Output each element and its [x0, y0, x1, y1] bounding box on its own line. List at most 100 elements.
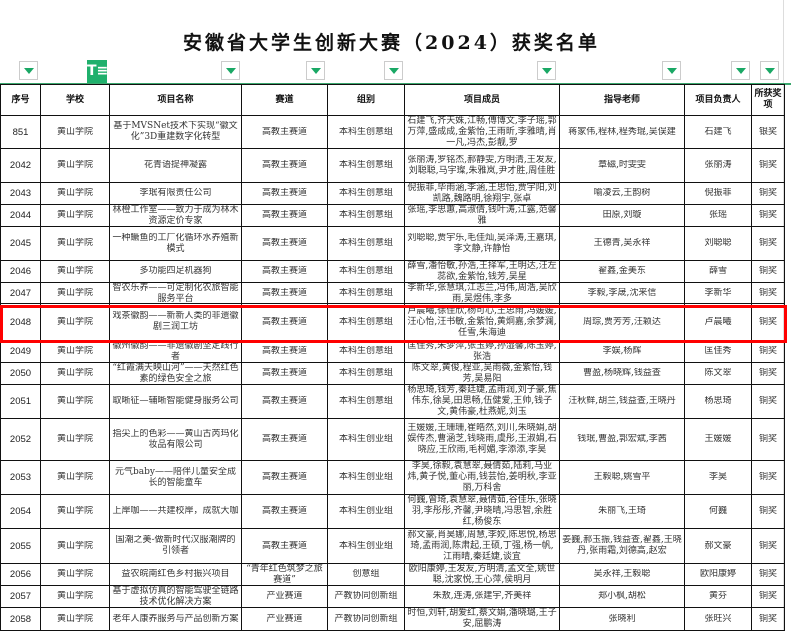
cell-track[interactable]: 高教主赛道: [241, 182, 328, 205]
cell-leader[interactable]: 王媛媛: [684, 418, 752, 461]
cell-seq[interactable]: 2057: [0, 585, 41, 608]
cell-project-name[interactable]: 林橙工作室——致力于成为林木资源定价专家: [109, 204, 242, 227]
cell-seq[interactable]: 2045: [0, 226, 41, 261]
table-row[interactable]: 2045 黄山学院 一种鳜鱼的工厂化循环水养殖新模式 高教主赛道 本科生创意组 刘聪聪,贾…: [0, 226, 785, 261]
cell-project-name[interactable]: 国潮之美-做新时代汉服潮牌的引领者: [109, 528, 242, 564]
cell-members[interactable]: 石建飞,齐天姝,江畅,傅博文,李子瑶,郭万萍,盛成成,金紫怡,王雨昕,李雅晴,肖…: [404, 115, 560, 149]
cell-project-name[interactable]: 多功能四足机器狗: [109, 260, 242, 283]
column-header-leader[interactable]: 项目负责人: [684, 84, 752, 116]
cell-leader[interactable]: 陈文翠: [684, 362, 752, 385]
cell-school[interactable]: 黄山学院: [40, 303, 110, 341]
cell-advisors[interactable]: 姜巍,郝玉振,钱益查,翟鑫,王晓丹,张雨霜,刘德高,赵宏: [559, 528, 685, 564]
cell-seq[interactable]: 2042: [0, 148, 41, 183]
cell-group[interactable]: 本科生创意组: [327, 303, 405, 341]
cell-award[interactable]: 铜奖: [751, 418, 785, 461]
cell-school[interactable]: 黄山学院: [40, 340, 110, 363]
cell-group[interactable]: 本科生创意组: [327, 204, 405, 227]
cell-project-name[interactable]: 益农皖南红色乡村振兴项目: [109, 563, 242, 586]
table-row[interactable]: 2057 黄山学院 基于虚拟仿真的智能驾驶全链路技术优化解决方案 产业赛道 产教协同创新…: [0, 585, 785, 608]
cell-advisors[interactable]: 李毅,李晟,沈来信: [559, 282, 685, 304]
cell-project-name[interactable]: 老年人康养服务与产品创新方案: [109, 607, 242, 631]
cell-seq[interactable]: 2056: [0, 563, 41, 586]
table-row[interactable]: 2054 黄山学院 上岸咖——共建校岸，成就大咖 高教主赛道 本科生创业组 何巍,曾琦,袁…: [0, 494, 785, 529]
cell-project-name[interactable]: 智农乐养——可定制化农旅智能服务平台: [109, 282, 242, 304]
cell-advisors[interactable]: 吴永祥,王毅聪: [559, 563, 685, 586]
cell-seq[interactable]: 2044: [0, 204, 41, 227]
column-header-group[interactable]: 组别: [327, 84, 405, 116]
cell-project-name[interactable]: 基于虚拟仿真的智能驾驶全链路技术优化解决方案: [109, 585, 242, 608]
table-row[interactable]: 2056 黄山学院 益农皖南红色乡村振兴项目 “青年红色筑梦之旅赛道” 创意组 欧阳康婷,…: [0, 563, 785, 586]
cell-advisors[interactable]: 朱丽飞,王琦: [559, 494, 685, 529]
cell-advisors[interactable]: 翟鑫,金美东: [559, 260, 685, 283]
cell-school[interactable]: 黄山学院: [40, 585, 110, 608]
table-row[interactable]: 2052 黄山学院 指尖上的色彩——黄山古芮玛化妆品有限公司 高教主赛道 本科生创业组 王…: [0, 418, 785, 461]
cell-track[interactable]: 高教主赛道: [241, 460, 328, 495]
cell-track[interactable]: 高教主赛道: [241, 384, 328, 419]
cell-group[interactable]: 创意组: [327, 563, 405, 586]
cell-advisors[interactable]: 王德青,吴永祥: [559, 226, 685, 261]
cell-advisors[interactable]: 喻凌云,王韵树: [559, 182, 685, 205]
cell-seq[interactable]: 2058: [0, 607, 41, 631]
cell-leader[interactable]: 李昊: [684, 460, 752, 495]
column-header-seq[interactable]: 序号: [0, 84, 41, 116]
cell-seq[interactable]: 2050: [0, 362, 41, 385]
cell-track[interactable]: “青年红色筑梦之旅赛道”: [241, 563, 328, 586]
cell-members[interactable]: 杨思琦,钱芳,秦廷婕,孟雨润,刘子豪,焦伟东,徐昊,田思畅,伍健爱,王帅,钱子文…: [404, 384, 560, 419]
cell-advisors[interactable]: 田原,刘璇: [559, 204, 685, 227]
column-header-members[interactable]: 项目成员: [404, 84, 560, 116]
cell-group[interactable]: 本科生创意组: [327, 282, 405, 304]
cell-track[interactable]: 高教主赛道: [241, 303, 328, 341]
table-row[interactable]: 2053 黄山学院 元气baby——陪伴儿童安全成长的智能童车 高教主赛道 本科生创业组…: [0, 460, 785, 495]
cell-leader[interactable]: 欧阳康婷: [684, 563, 752, 586]
cell-seq[interactable]: 2053: [0, 460, 41, 495]
table-row[interactable]: 2046 黄山学院 多功能四足机器狗 高教主赛道 本科生创意组 薛雪,潘怡敏,孙浩,王择军…: [0, 260, 785, 283]
table-row[interactable]: 2055 黄山学院 国潮之美-做新时代汉服潮牌的引领者 高教主赛道 本科生创业组 郝文豪,…: [0, 528, 785, 564]
cell-school[interactable]: 黄山学院: [40, 226, 110, 261]
cell-group[interactable]: 本科生创意组: [327, 226, 405, 261]
dropdown-arrow-icon[interactable]: [731, 61, 750, 80]
cell-members[interactable]: 欧阳康婷,王发友,方明清,孟文全,姚世聪,沈家悦,王心萍,侯明月: [404, 563, 560, 586]
cell-award[interactable]: 铜奖: [751, 460, 785, 495]
cell-group[interactable]: 产教协同创新组: [327, 585, 405, 608]
table-row[interactable]: 2051 黄山学院 取晰征—辅晰智能健身服务公司 高教主赛道 本科生创意组 杨思琦,钱芳,…: [0, 384, 785, 419]
cell-seq[interactable]: 2049: [0, 340, 41, 363]
filter-active-icon[interactable]: T≡: [87, 60, 108, 83]
cell-track[interactable]: 产业赛道: [241, 607, 328, 631]
column-header-award[interactable]: 所获奖项: [751, 84, 785, 116]
cell-school[interactable]: 黄山学院: [40, 494, 110, 529]
cell-group[interactable]: 本科生创意组: [327, 148, 405, 183]
cell-seq[interactable]: 2046: [0, 260, 41, 283]
cell-project-name[interactable]: 花青语提神凝露: [109, 148, 242, 183]
cell-members[interactable]: 张瑶,李思蕙,高淑倩,钱叶涛,江露,范馨雅: [404, 204, 560, 227]
cell-leader[interactable]: 卢晨曦: [684, 303, 752, 341]
cell-advisors[interactable]: 蒋家伟,程林,程秀琨,吴俣建: [559, 115, 685, 149]
cell-members[interactable]: 匡佳秀,朱梦萍,张玉婷,孙湿馨,陈玉婷,张浩: [404, 340, 560, 363]
dropdown-arrow-icon[interactable]: [537, 61, 556, 80]
cell-members[interactable]: 李昊,徐毅,袁慧翠,聂倩茹,陆莉,马业炜,黄子悦,董心雨,钱芸怡,姜明秋,李亚丽…: [404, 460, 560, 495]
cell-leader[interactable]: 杨思琦: [684, 384, 752, 419]
dropdown-arrow-icon[interactable]: [19, 61, 38, 80]
cell-award[interactable]: 铜奖: [751, 528, 785, 564]
cell-track[interactable]: 高教主赛道: [241, 148, 328, 183]
cell-track[interactable]: 高教主赛道: [241, 260, 328, 283]
cell-award[interactable]: 铜奖: [751, 148, 785, 183]
cell-track[interactable]: 高教主赛道: [241, 282, 328, 304]
cell-project-name[interactable]: 指尖上的色彩——黄山古芮玛化妆品有限公司: [109, 418, 242, 461]
cell-award[interactable]: 铜奖: [751, 204, 785, 227]
table-row[interactable]: 2049 黄山学院 徽州徽韵——非遗徽剧坚定践行者 高教主赛道 本科生创意组 匡佳秀,朱梦…: [0, 340, 785, 363]
cell-advisors[interactable]: 钱珉,曹盈,郭宏斌,李茜: [559, 418, 685, 461]
cell-seq[interactable]: 2052: [0, 418, 41, 461]
cell-track[interactable]: 高教主赛道: [241, 528, 328, 564]
cell-school[interactable]: 黄山学院: [40, 115, 110, 149]
cell-school[interactable]: 黄山学院: [40, 148, 110, 183]
cell-track[interactable]: 高教主赛道: [241, 418, 328, 461]
column-header-project-name[interactable]: 项目名称: [109, 84, 242, 116]
cell-school[interactable]: 黄山学院: [40, 460, 110, 495]
cell-members[interactable]: 何巍,曾琦,袁慧翠,聂倩茹,谷佳乐,张晓羽,李彤彤,齐馨,尹晓晴,冯思智,余胜红…: [404, 494, 560, 529]
cell-award[interactable]: 铜奖: [751, 340, 785, 363]
cell-leader[interactable]: 匡佳秀: [684, 340, 752, 363]
cell-track[interactable]: 高教主赛道: [241, 494, 328, 529]
cell-award[interactable]: 铜奖: [751, 260, 785, 283]
cell-track[interactable]: 高教主赛道: [241, 226, 328, 261]
cell-project-name[interactable]: 基于MVSNet技术下实现“徽文化”3D重建数字化转型: [109, 115, 242, 149]
